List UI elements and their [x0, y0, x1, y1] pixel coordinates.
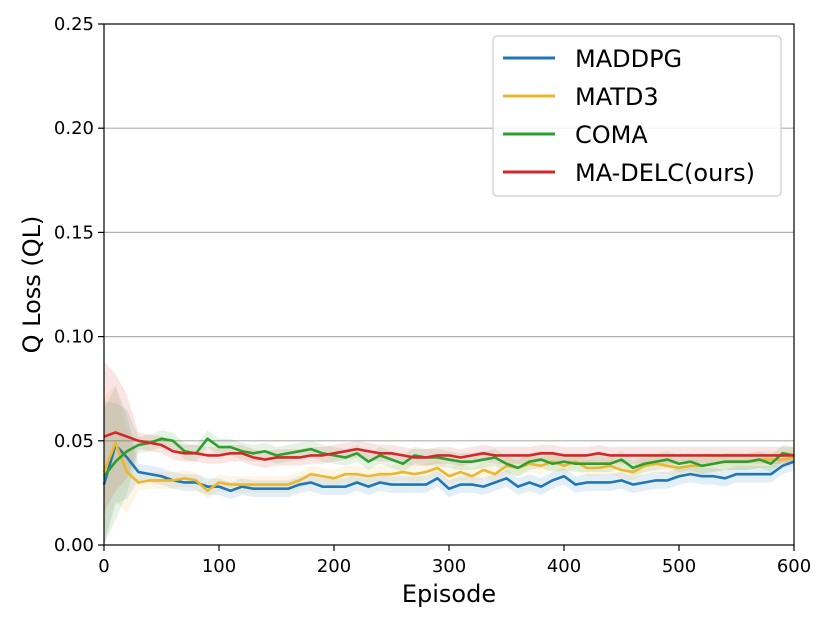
- legend-label: MATD3: [575, 83, 659, 111]
- series-line-matd3: [102, 441, 795, 493]
- series-lines: [102, 431, 795, 493]
- y-tick-label: 0.15: [54, 222, 94, 243]
- x-axis-ticks: 0 100 200 300 400 500 600: [98, 545, 811, 577]
- y-tick-label: 0.00: [54, 535, 94, 556]
- x-tick-label: 600: [777, 556, 811, 577]
- x-tick-label: 400: [547, 556, 581, 577]
- y-tick-label: 0.20: [54, 118, 94, 139]
- y-tick-label: 0.25: [54, 14, 94, 35]
- x-tick-label: 500: [662, 556, 696, 577]
- legend-box: [492, 35, 782, 197]
- x-tick-label: 200: [317, 556, 351, 577]
- x-tick-label: 100: [202, 556, 236, 577]
- legend: MADDPG MATD3 COMA MA-DELC(ours): [492, 35, 782, 197]
- x-axis-label: Episode: [402, 580, 496, 608]
- confidence-bands: [104, 361, 794, 545]
- x-tick-label: 0: [98, 556, 109, 577]
- y-tick-label: 0.10: [54, 327, 94, 348]
- legend-label: COMA: [575, 121, 648, 149]
- legend-label: MADDPG: [575, 45, 682, 73]
- y-axis-label: Q Loss (QL): [18, 216, 46, 354]
- y-axis-ticks: 0.00 0.05 0.10 0.15 0.20 0.25: [54, 14, 104, 556]
- x-tick-label: 300: [432, 556, 466, 577]
- legend-label: MA-DELC(ours): [575, 159, 755, 187]
- y-tick-label: 0.05: [54, 431, 94, 452]
- series-line-coma: [102, 437, 795, 478]
- series-line-ma-delc-ours-: [103, 431, 794, 461]
- series-line-maddpg: [102, 443, 795, 493]
